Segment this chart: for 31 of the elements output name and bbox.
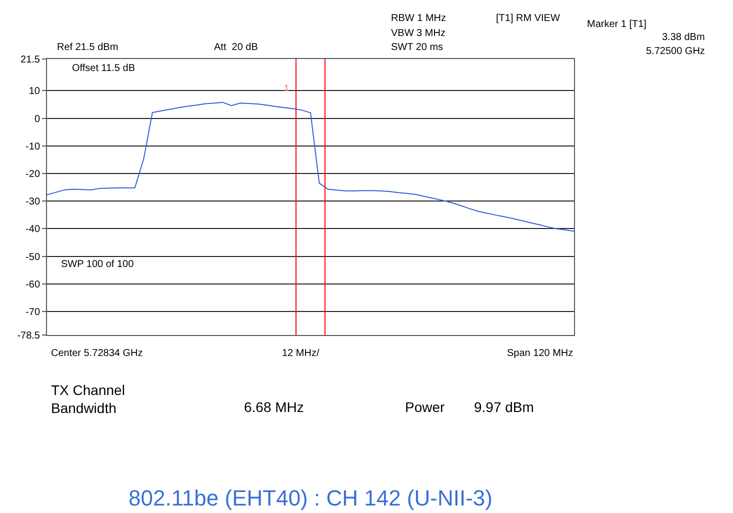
y-tick-label: -70 bbox=[26, 307, 40, 318]
text: SWT 20 ms bbox=[391, 42, 444, 53]
text: Marker 1 [T1] bbox=[587, 19, 647, 30]
text: 6.68 MHz bbox=[244, 399, 304, 415]
text: 12 MHz/ bbox=[282, 348, 320, 359]
y-tick-label: -78.5 bbox=[17, 330, 40, 342]
text: RBW 1 MHz bbox=[391, 13, 446, 24]
y-tick-label: -30 bbox=[26, 196, 40, 208]
text: TX Channel Bandwidth bbox=[51, 382, 125, 416]
y-tick-label: -20 bbox=[26, 169, 40, 180]
y-tick-label: -50 bbox=[26, 252, 40, 263]
y-tick-label: 10 bbox=[28, 86, 40, 98]
text: VBW 3 MHz bbox=[391, 28, 446, 39]
text: Att 20 dB bbox=[214, 42, 258, 53]
text: Center 5.72834 GHz bbox=[51, 348, 143, 359]
text: [T1] RM VIEW bbox=[496, 13, 560, 24]
annotation: SWP 100 of 100 bbox=[61, 259, 134, 270]
text: Ref 21.5 dBm bbox=[57, 42, 118, 53]
y-tick-label: 0 bbox=[34, 114, 40, 125]
text: 5.72500 GHz bbox=[646, 46, 705, 57]
y-tick-label: -40 bbox=[26, 224, 40, 236]
y-tick-label: -60 bbox=[26, 279, 40, 290]
text: Span 120 MHz bbox=[507, 348, 574, 359]
annotation: Offset 11.5 dB bbox=[72, 63, 136, 74]
text: 3.38 dBm bbox=[662, 32, 705, 43]
y-tick-label: 21.5 bbox=[20, 54, 40, 66]
text: 802.11be (EHT40) : CH 142 (U-NII-3) bbox=[128, 486, 492, 511]
text: Power bbox=[405, 399, 446, 415]
text: 9.97 dBm bbox=[474, 399, 534, 415]
y-tick-label: -10 bbox=[26, 141, 40, 152]
line-series bbox=[47, 102, 574, 232]
